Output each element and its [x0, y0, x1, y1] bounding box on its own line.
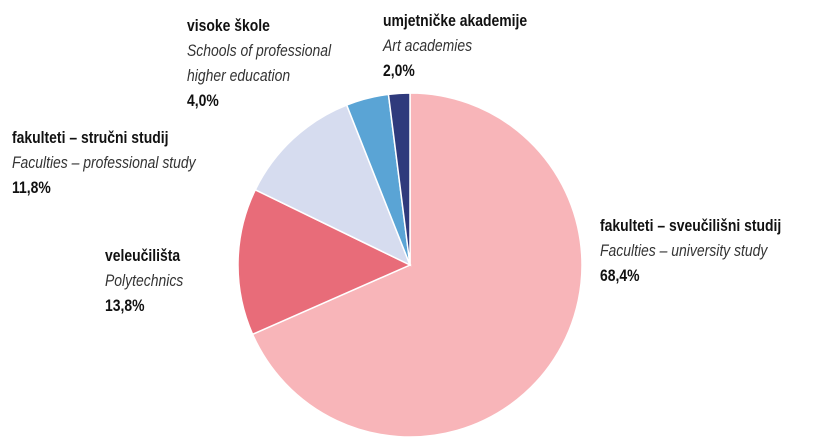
slice-label: fakulteti – sveučilišni studij Faculties …	[600, 213, 781, 288]
label-name-en: Art academies	[383, 36, 473, 55]
slice-label: fakulteti – stručni studij Faculties – pr…	[12, 125, 196, 200]
label-name: veleučilišta	[105, 246, 181, 265]
slice-label: visoke škole Schools of professional high…	[187, 13, 351, 113]
value-label: 2,0%	[383, 61, 415, 80]
pie-slice	[237, 188, 412, 336]
value-label: 13,8%	[105, 296, 145, 315]
label-name: visoke škole	[187, 16, 270, 35]
value-label: 68,4%	[600, 266, 640, 285]
label-name-en: Faculties – university study	[600, 241, 768, 260]
label-name: umjetničke akademije	[383, 11, 528, 30]
pie-slice	[251, 92, 583, 437]
label-name-en: Faculties – professional study	[12, 153, 196, 172]
label-name-en: Polytechnics	[105, 271, 184, 290]
pie-slice	[387, 92, 411, 266]
label-name: fakulteti – stručni studij	[12, 128, 169, 147]
slice-label: umjetničke akademije Art academies 2,0%	[383, 8, 527, 83]
pie-slice	[254, 104, 412, 267]
value-label: 11,8%	[12, 178, 51, 197]
label-name-en: Schools of professional higher education	[187, 41, 332, 85]
value-label: 4,0%	[187, 91, 219, 110]
label-name: fakulteti – sveučilišni studij	[600, 216, 782, 235]
slice-label: veleučilišta Polytechnics 13,8%	[105, 243, 183, 318]
